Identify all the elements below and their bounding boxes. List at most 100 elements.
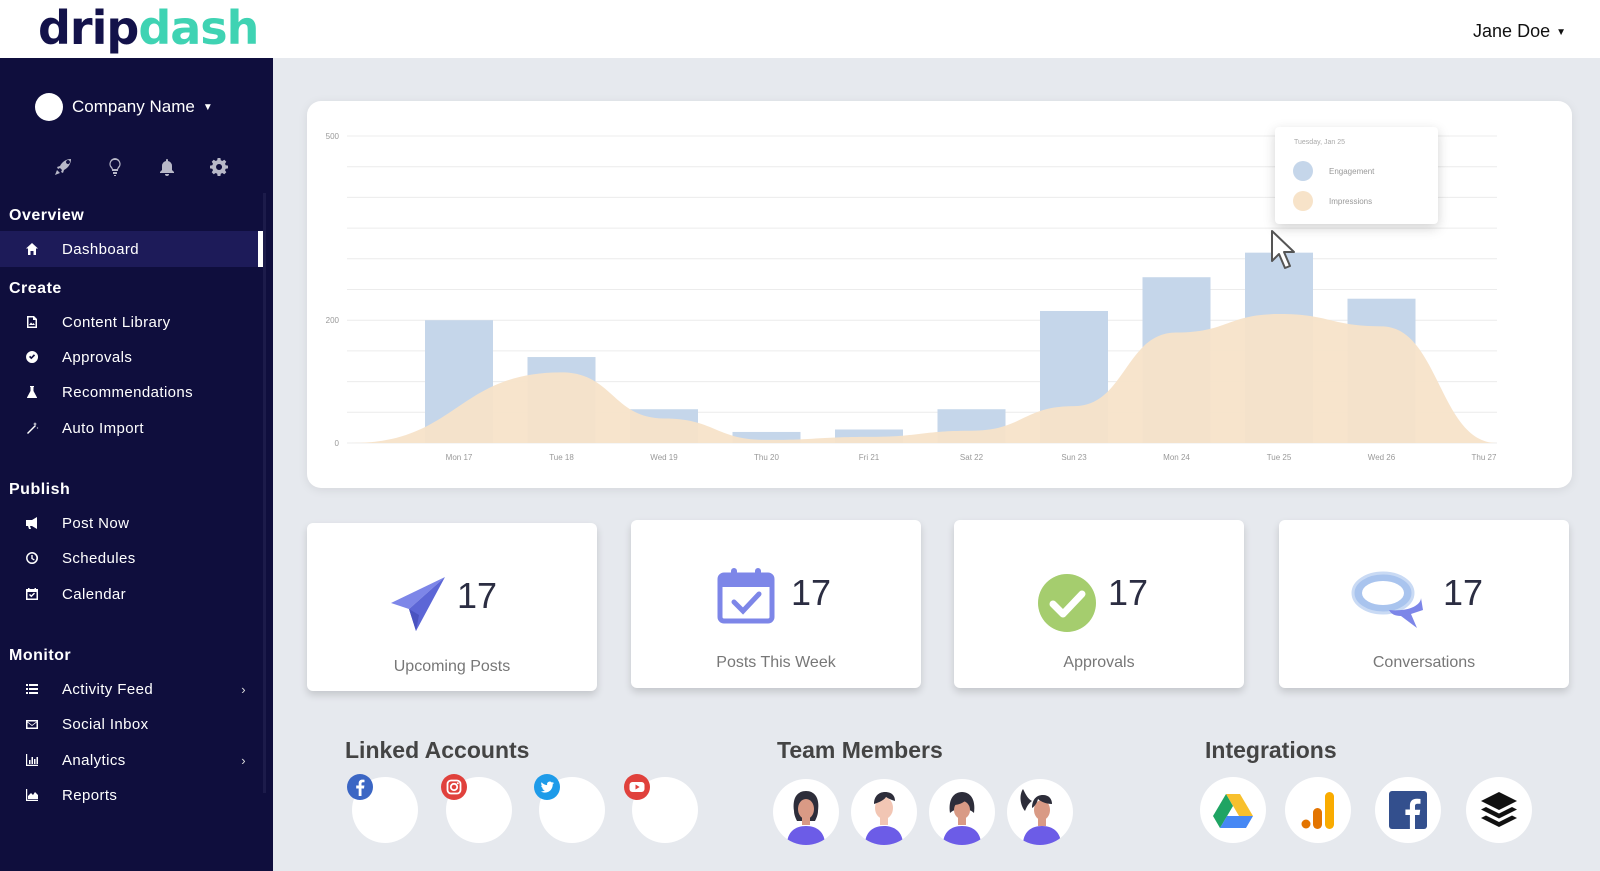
sidebar-item-analytics[interactable]: Analytics › bbox=[0, 742, 263, 778]
stat-value: 17 bbox=[1108, 572, 1149, 613]
team-member-2[interactable] bbox=[851, 779, 917, 845]
integration-facebook[interactable] bbox=[1375, 777, 1441, 843]
sidebar-item-approvals[interactable]: Approvals bbox=[0, 339, 263, 375]
y-tick-label: 200 bbox=[326, 316, 340, 325]
x-tick-label: Fri 21 bbox=[859, 453, 880, 462]
google-drive-icon bbox=[1213, 794, 1253, 828]
caret-down-icon: ▼ bbox=[202, 101, 213, 113]
sidebar-item-label: Recommendations bbox=[62, 383, 194, 401]
sidebar-item-schedules[interactable]: Schedules bbox=[0, 540, 263, 576]
sidebar-item-dashboard[interactable]: Dashboard bbox=[0, 231, 263, 267]
x-tick-label: Thu 27 bbox=[1472, 453, 1497, 462]
chevron-right-icon: › bbox=[241, 681, 246, 697]
avatar bbox=[1020, 789, 1061, 845]
legend-swatch-engagement bbox=[1293, 161, 1313, 181]
top-bar: dripdash Jane Doe ▼ bbox=[0, 0, 1600, 58]
mouse-cursor-icon bbox=[1271, 230, 1295, 269]
stat-card-approvals[interactable]: 17 Approvals bbox=[954, 520, 1244, 688]
avatar bbox=[943, 792, 981, 845]
area-chart-icon bbox=[25, 788, 39, 802]
sidebar-item-label: Schedules bbox=[62, 549, 136, 567]
team-member-4[interactable] bbox=[1007, 779, 1073, 845]
y-tick-label: 500 bbox=[326, 132, 340, 141]
logo[interactable]: dripdash bbox=[38, 1, 259, 55]
buffer-icon bbox=[1481, 792, 1517, 827]
integration-google-drive[interactable] bbox=[1200, 777, 1266, 843]
calendar-check-icon bbox=[25, 587, 39, 601]
list-icon bbox=[25, 682, 39, 696]
google-analytics-icon bbox=[1301, 792, 1334, 829]
team-member-1[interactable] bbox=[773, 779, 839, 845]
clock-icon bbox=[25, 551, 39, 565]
x-tick-label: Sat 22 bbox=[960, 453, 984, 462]
team-members-title: Team Members bbox=[777, 737, 943, 763]
avatar bbox=[787, 791, 825, 845]
team-member-3[interactable] bbox=[929, 779, 995, 845]
image-file-icon bbox=[25, 315, 39, 329]
stat-card-conversations[interactable]: 17 Conversations bbox=[1279, 520, 1569, 688]
sidebar-item-label: Analytics bbox=[62, 751, 126, 769]
stat-card-posts-this-week[interactable]: 17 Posts This Week bbox=[631, 520, 921, 688]
sidebar: Company Name ▼ Overview Dashboard Create… bbox=[0, 58, 273, 871]
sidebar-item-calendar[interactable]: Calendar bbox=[0, 576, 263, 612]
stat-value: 17 bbox=[457, 575, 498, 616]
section-monitor: Monitor bbox=[9, 647, 72, 664]
x-tick-label: Wed 26 bbox=[1368, 453, 1396, 462]
chevron-right-icon: › bbox=[241, 752, 246, 768]
tooltip-row-engagement: Engagement bbox=[1293, 161, 1374, 181]
megaphone-icon bbox=[25, 516, 39, 530]
x-tick-label: Tue 25 bbox=[1267, 453, 1292, 462]
x-tick-label: Tue 18 bbox=[549, 453, 574, 462]
area-impressions bbox=[352, 314, 1497, 443]
facebook-icon bbox=[347, 774, 373, 800]
tooltip-series-label: Engagement bbox=[1329, 166, 1375, 176]
stat-value: 17 bbox=[1443, 572, 1484, 613]
x-tick-label: Mon 17 bbox=[446, 453, 473, 462]
user-menu[interactable]: Jane Doe ▼ bbox=[1473, 21, 1566, 42]
chart-tooltip: Tuesday, Jan 25 Engagement Impressions bbox=[1275, 127, 1438, 224]
x-tick-label: Mon 24 bbox=[1163, 453, 1190, 462]
avatar bbox=[865, 792, 903, 845]
engagement-chart-card: 0 200 500 Mon 17 Tue 18 Wed 19 Thu 20 Fri 21 Sat… bbox=[307, 101, 1572, 488]
rocket-icon[interactable] bbox=[50, 154, 76, 180]
check-circle-icon bbox=[25, 350, 39, 364]
tooltip-row-impressions: Impressions bbox=[1293, 191, 1372, 211]
sidebar-item-label: Social Inbox bbox=[62, 715, 149, 733]
section-publish: Publish bbox=[9, 481, 71, 498]
stat-card-upcoming-posts[interactable]: 17 Upcoming Posts bbox=[307, 523, 597, 691]
sidebar-item-label: Activity Feed bbox=[62, 680, 154, 698]
tooltip-series-label: Impressions bbox=[1329, 196, 1373, 206]
twitter-icon bbox=[534, 774, 560, 800]
bar-engagement bbox=[732, 431, 801, 443]
x-tick-label: Sun 23 bbox=[1061, 453, 1087, 462]
sidebar-item-activity-feed[interactable]: Activity Feed › bbox=[0, 671, 263, 707]
company-name: Company Name bbox=[72, 97, 195, 116]
quick-actions bbox=[50, 154, 232, 180]
bell-icon[interactable] bbox=[154, 154, 180, 180]
company-switcher[interactable]: Company Name ▼ bbox=[35, 93, 213, 121]
sidebar-item-reports[interactable]: Reports bbox=[0, 777, 263, 813]
sidebar-scrollbar[interactable] bbox=[263, 193, 266, 793]
stat-label: Conversations bbox=[1372, 654, 1476, 671]
gear-icon[interactable] bbox=[206, 154, 232, 180]
sidebar-item-auto-import[interactable]: Auto Import bbox=[0, 410, 263, 446]
sidebar-item-recommendations[interactable]: Recommendations bbox=[0, 374, 263, 410]
section-overview: Overview bbox=[9, 207, 85, 224]
calendar-check-icon bbox=[717, 568, 775, 624]
lightbulb-icon[interactable] bbox=[102, 154, 128, 180]
legend-swatch-impressions bbox=[1293, 191, 1313, 211]
integration-buffer[interactable] bbox=[1466, 777, 1532, 843]
sidebar-item-label: Content Library bbox=[62, 313, 171, 331]
home-icon bbox=[25, 242, 39, 256]
stat-label: Posts This Week bbox=[716, 654, 836, 671]
sidebar-item-post-now[interactable]: Post Now bbox=[0, 505, 263, 541]
magic-wand-icon bbox=[25, 421, 39, 435]
sidebar-item-social-inbox[interactable]: Social Inbox bbox=[0, 706, 263, 742]
user-name: Jane Doe bbox=[1473, 21, 1551, 41]
x-tick-label: Wed 19 bbox=[650, 453, 678, 462]
integration-google-analytics[interactable] bbox=[1285, 777, 1351, 843]
chat-bubbles-icon bbox=[1351, 571, 1423, 628]
sidebar-item-label: Auto Import bbox=[62, 419, 144, 437]
instagram-icon bbox=[441, 774, 467, 800]
sidebar-item-content-library[interactable]: Content Library bbox=[0, 304, 263, 340]
